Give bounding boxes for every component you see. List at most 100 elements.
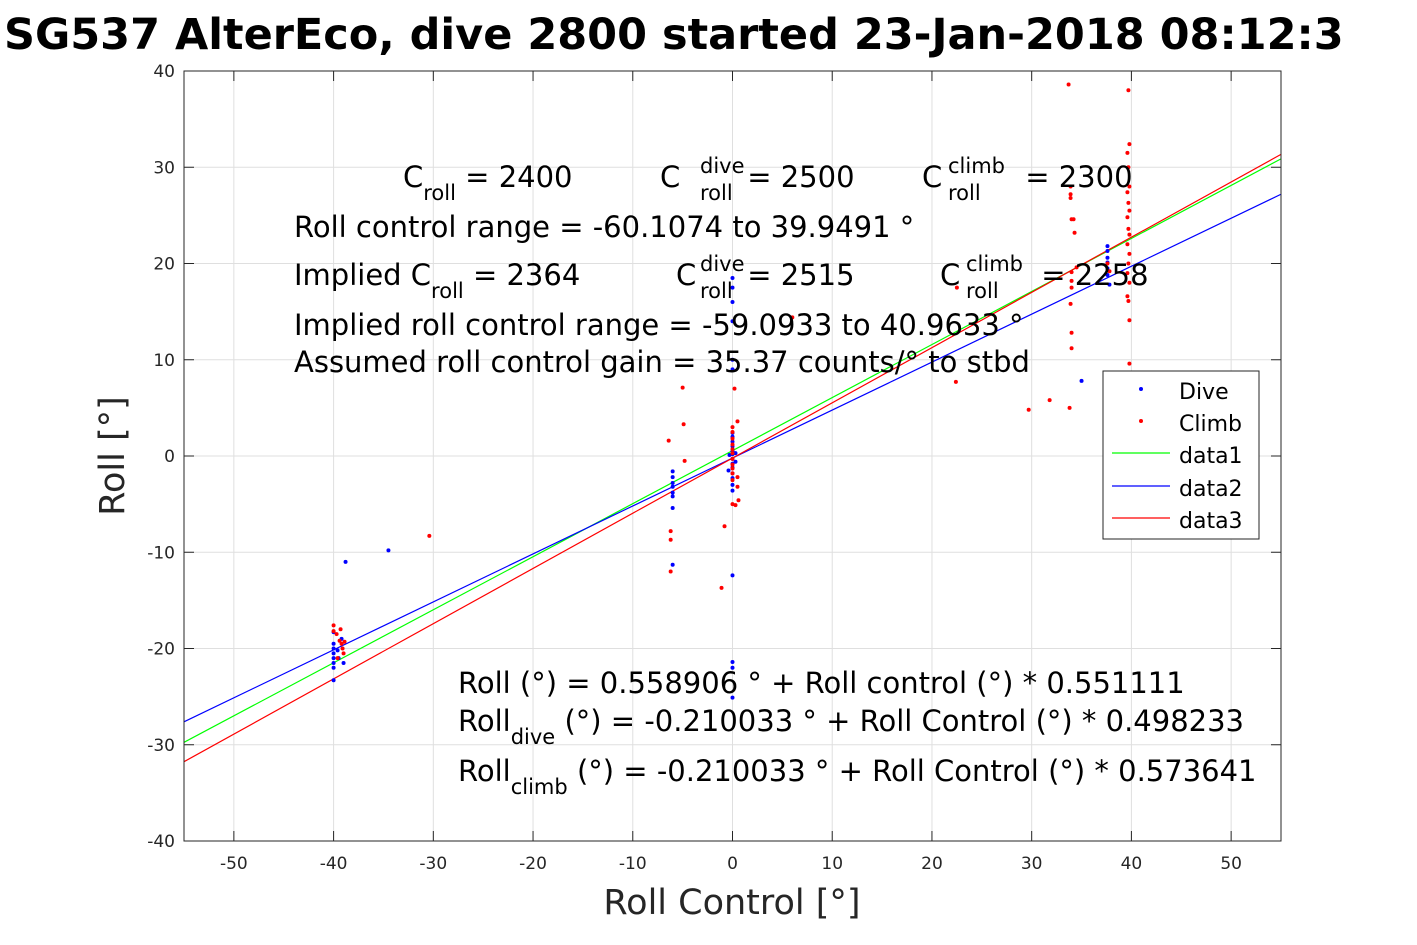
point-climb bbox=[1071, 217, 1076, 222]
point-climb bbox=[334, 632, 339, 637]
plot-frame bbox=[183, 70, 1282, 842]
point-dive bbox=[733, 451, 738, 456]
point-dive bbox=[335, 648, 340, 653]
point-climb bbox=[953, 379, 958, 384]
annotation-fit-dive: Rolldive (°) = -0.210033 ° + Roll Contro… bbox=[458, 704, 1244, 749]
point-dive bbox=[730, 319, 735, 324]
y-tick-label: 20 bbox=[153, 255, 175, 275]
point-climb bbox=[1068, 301, 1073, 306]
x-axis-label: Roll Control [°] bbox=[603, 883, 860, 923]
annotation-fits: Roll (°) = 0.558906 ° + Roll control (°)… bbox=[458, 666, 1257, 799]
point-climb bbox=[735, 419, 740, 424]
point-climb bbox=[1047, 398, 1052, 403]
x-tick-label: 40 bbox=[1121, 854, 1143, 874]
point-dive bbox=[331, 656, 336, 661]
point-climb bbox=[790, 315, 795, 320]
point-climb bbox=[342, 639, 347, 644]
point-climb bbox=[730, 451, 735, 456]
x-tick-label: -20 bbox=[519, 854, 547, 874]
point-climb bbox=[719, 585, 724, 590]
point-dive bbox=[726, 468, 731, 473]
point-climb bbox=[730, 447, 735, 452]
x-tick-label: 0 bbox=[727, 854, 738, 874]
point-climb bbox=[735, 475, 740, 480]
y-axis-label: Roll [°] bbox=[93, 396, 133, 516]
point-climb bbox=[1127, 318, 1132, 323]
point-climb bbox=[1072, 230, 1077, 235]
point-climb bbox=[730, 456, 735, 461]
y-tick-label: 0 bbox=[164, 447, 175, 467]
point-climb bbox=[730, 471, 735, 476]
point-dive bbox=[1105, 266, 1110, 271]
point-climb bbox=[331, 623, 336, 628]
x-tick-label: -10 bbox=[619, 854, 647, 874]
x-tick-label: -40 bbox=[320, 854, 348, 874]
point-dive bbox=[1105, 248, 1110, 253]
point-climb bbox=[1126, 226, 1131, 231]
point-climb bbox=[681, 422, 686, 427]
point-climb bbox=[1126, 200, 1131, 205]
point-climb bbox=[1127, 208, 1132, 213]
point-climb bbox=[335, 656, 340, 661]
point-climb bbox=[1066, 82, 1071, 87]
point-climb bbox=[1069, 330, 1074, 335]
point-dive bbox=[1105, 273, 1110, 278]
axis-ticks: -50 -40 -30 -20 -10 0 10 20 30 40 50 -40 -30 -20 -10 0 1… bbox=[147, 62, 1281, 874]
point-climb bbox=[340, 646, 345, 651]
legend: Dive Climb data1 data2 data3 bbox=[1102, 370, 1260, 540]
annotation-range: Roll control range = -60.1074 to 39.9491… bbox=[294, 210, 914, 244]
annotation-implied-range: Implied roll control range = -59.0933 to… bbox=[294, 308, 1024, 342]
legend-label-data3: data3 bbox=[1179, 509, 1243, 534]
point-dive bbox=[730, 275, 735, 280]
x-tick-label: -30 bbox=[419, 854, 447, 874]
legend-label-data2: data2 bbox=[1179, 477, 1243, 502]
point-climb bbox=[427, 533, 432, 538]
point-climb bbox=[1125, 190, 1130, 195]
point-climb bbox=[1069, 285, 1074, 290]
point-climb bbox=[730, 466, 735, 471]
point-climb bbox=[1127, 280, 1132, 285]
point-climb bbox=[1126, 88, 1131, 93]
point-climb bbox=[1068, 196, 1073, 201]
point-climb bbox=[733, 503, 738, 508]
annotation-fit-climb: Rollclimb (°) = -0.210033 ° + Roll Contr… bbox=[458, 754, 1257, 799]
point-dive bbox=[730, 695, 735, 700]
point-dive bbox=[727, 453, 732, 458]
x-tick-label: 10 bbox=[821, 854, 843, 874]
x-tick-label: 30 bbox=[1021, 854, 1043, 874]
point-dive bbox=[331, 651, 336, 656]
point-dive bbox=[670, 484, 675, 489]
point-climb bbox=[730, 462, 735, 467]
point-climb bbox=[668, 529, 673, 534]
point-climb bbox=[722, 524, 727, 529]
legend-label-data1: data1 bbox=[1179, 444, 1243, 469]
point-climb bbox=[1125, 271, 1130, 276]
point-climb bbox=[1069, 346, 1074, 351]
point-climb bbox=[1126, 165, 1131, 170]
point-dive bbox=[341, 660, 346, 665]
point-climb bbox=[1127, 232, 1132, 237]
point-climb bbox=[730, 429, 735, 434]
point-climb bbox=[732, 386, 737, 391]
point-dive bbox=[386, 548, 391, 553]
point-climb bbox=[338, 627, 343, 632]
point-climb bbox=[1127, 251, 1132, 256]
point-climb bbox=[735, 484, 740, 489]
point-dive bbox=[730, 439, 735, 444]
point-climb bbox=[1127, 184, 1132, 189]
point-dive bbox=[730, 659, 735, 664]
point-climb bbox=[1125, 150, 1130, 155]
annotation-gain: Assumed roll control gain = 35.37 counts… bbox=[294, 345, 1030, 379]
point-climb bbox=[730, 425, 735, 430]
point-dive bbox=[1107, 282, 1112, 287]
point-climb bbox=[680, 385, 685, 390]
point-dive bbox=[331, 641, 336, 646]
point-climb bbox=[1107, 269, 1112, 274]
point-dive bbox=[670, 469, 675, 474]
point-climb bbox=[666, 438, 671, 443]
point-dive bbox=[331, 660, 336, 665]
